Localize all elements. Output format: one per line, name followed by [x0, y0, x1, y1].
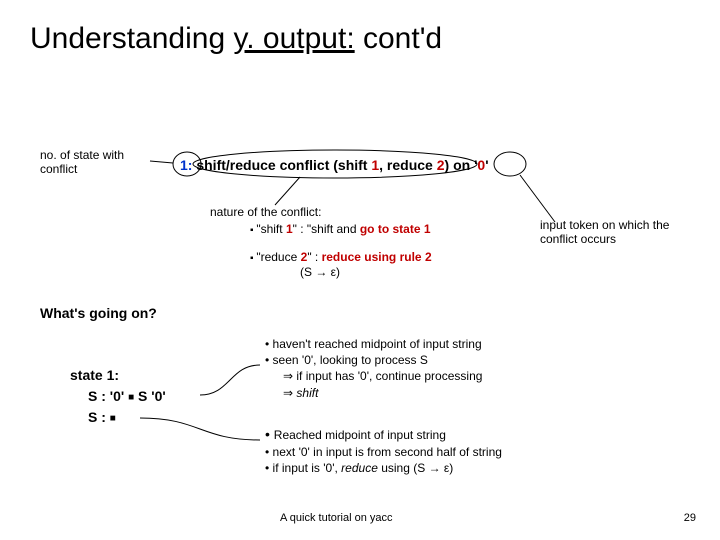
state-header: state 1:	[70, 365, 166, 386]
state-block: state 1: S : '0' ■ S '0' S : ■	[70, 365, 166, 428]
nature-of-conflict-label: nature of the conflict:	[210, 205, 321, 219]
explanation-block-1: • haven't reached midpoint of input stri…	[265, 336, 605, 401]
conflict-text-2: , reduce	[379, 157, 437, 173]
footer-title: A quick tutorial on yacc	[280, 512, 393, 524]
state-item-1: S : '0' ■ S '0'	[70, 386, 166, 407]
dot-marker-icon: ■	[110, 413, 116, 424]
slide: Understanding y. output: cont'd no. of s…	[0, 0, 720, 540]
conflict-reduce-no: 2	[437, 157, 445, 173]
nature-bullet-reduce-sub: (S → ε)	[300, 265, 340, 279]
conflict-text-1: shift/reduce conflict (shift	[192, 157, 371, 173]
title-underlined: y. output:	[233, 22, 354, 55]
title-part-c: cont'd	[355, 22, 442, 55]
nature-bullet-reduce: "reduce 2" : reduce using rule 2	[250, 250, 432, 264]
rb2-line1: • Reached midpoint of input string	[265, 425, 625, 444]
page-number: 29	[684, 512, 696, 524]
annotation-input-token: input token on which the conflict occurs	[540, 218, 690, 247]
nature-bullet-shift: "shift 1" : "shift and go to state 1	[250, 222, 431, 236]
conflict-text-3: ) on '	[445, 157, 478, 173]
conflict-state-no: 1:	[180, 157, 192, 173]
title-part-a: Understanding	[30, 22, 233, 55]
slide-title: Understanding y. output: cont'd	[30, 22, 442, 56]
conflict-shift-no: 1	[371, 157, 379, 173]
state-item-2: S : ■	[70, 407, 166, 428]
conflict-message: 1: shift/reduce conflict (shift 1, reduc…	[180, 157, 489, 173]
explanation-block-2: • Reached midpoint of input string • nex…	[265, 425, 625, 476]
annotation-state-number: no. of state with conflict	[40, 148, 160, 177]
whats-going-on-heading: What's going on?	[40, 305, 157, 321]
conflict-text-4: '	[485, 157, 488, 173]
